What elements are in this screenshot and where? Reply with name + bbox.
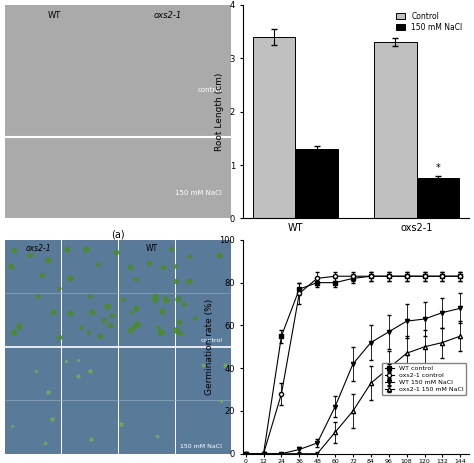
Text: 150 mM NaCl: 150 mM NaCl [175,190,222,196]
Text: WT: WT [146,244,158,253]
Text: WT: WT [48,11,61,20]
Text: oxs2-1: oxs2-1 [26,244,52,253]
Text: control: control [198,87,222,93]
Text: (b): (b) [349,244,363,254]
Legend: WT control, oxs2-1 control, WT 150 mM NaCl, oxs2-1 150 mM NaCl: WT control, oxs2-1 control, WT 150 mM Na… [382,363,466,395]
Text: 150 mM NaCl: 150 mM NaCl [181,444,222,450]
Text: (a): (a) [111,229,125,239]
Text: oxs2-1: oxs2-1 [154,11,182,20]
Y-axis label: Germination rate (%): Germination rate (%) [205,299,214,395]
Text: control: control [201,338,222,343]
Bar [417,178,459,219]
Bar [374,42,417,219]
Y-axis label: Root Length (cm): Root Length (cm) [215,72,224,151]
Legend: Control, 150 mM NaCl: Control, 150 mM NaCl [393,8,465,35]
Text: *: * [436,163,440,173]
Bar [253,37,295,219]
Bar [295,149,338,219]
